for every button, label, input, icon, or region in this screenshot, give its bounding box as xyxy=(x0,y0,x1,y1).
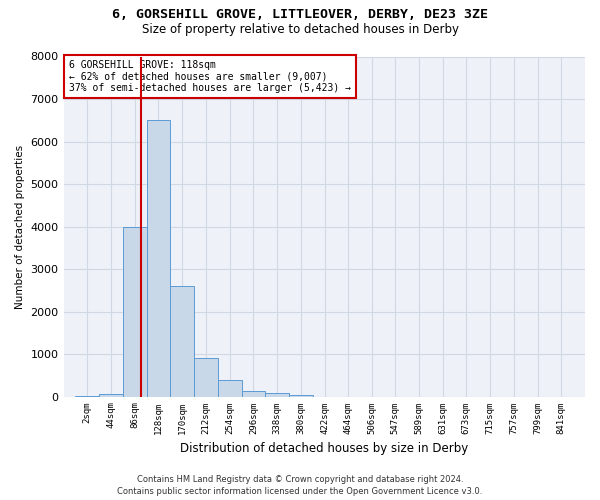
X-axis label: Distribution of detached houses by size in Derby: Distribution of detached houses by size … xyxy=(180,442,469,455)
Bar xyxy=(242,392,265,396)
Y-axis label: Number of detached properties: Number of detached properties xyxy=(15,144,25,308)
Bar xyxy=(289,395,313,396)
Bar xyxy=(194,358,218,397)
Bar xyxy=(146,120,170,396)
Text: 6 GORSEHILL GROVE: 118sqm
← 62% of detached houses are smaller (9,007)
37% of se: 6 GORSEHILL GROVE: 118sqm ← 62% of detac… xyxy=(69,60,351,93)
Bar xyxy=(170,286,194,397)
Bar xyxy=(265,393,289,396)
Bar xyxy=(218,380,242,396)
Text: Size of property relative to detached houses in Derby: Size of property relative to detached ho… xyxy=(142,22,458,36)
Bar xyxy=(99,394,123,396)
Bar xyxy=(123,226,146,396)
Text: 6, GORSEHILL GROVE, LITTLEOVER, DERBY, DE23 3ZE: 6, GORSEHILL GROVE, LITTLEOVER, DERBY, D… xyxy=(112,8,488,20)
Text: Contains HM Land Registry data © Crown copyright and database right 2024.
Contai: Contains HM Land Registry data © Crown c… xyxy=(118,474,482,496)
